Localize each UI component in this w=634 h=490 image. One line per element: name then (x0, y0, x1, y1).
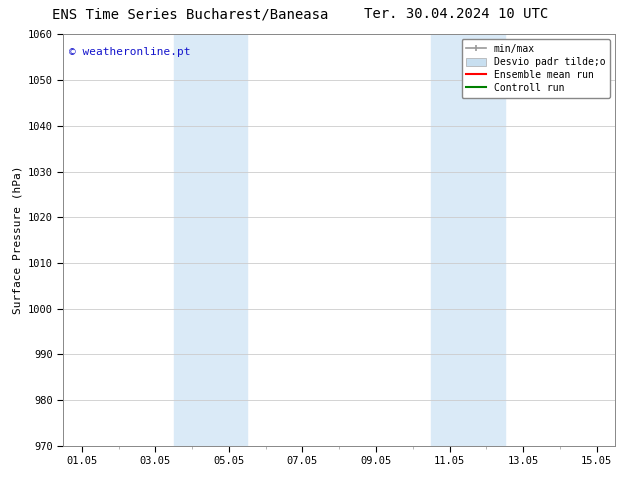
Text: ENS Time Series Bucharest/Baneasa: ENS Time Series Bucharest/Baneasa (52, 7, 328, 22)
Legend: min/max, Desvio padr tilde;o, Ensemble mean run, Controll run: min/max, Desvio padr tilde;o, Ensemble m… (462, 39, 610, 98)
Text: Ter. 30.04.2024 10 UTC: Ter. 30.04.2024 10 UTC (365, 7, 548, 22)
Text: © weatheronline.pt: © weatheronline.pt (69, 47, 190, 57)
Bar (431, 34, 505, 446)
Bar (174, 34, 247, 446)
Y-axis label: Surface Pressure (hPa): Surface Pressure (hPa) (13, 166, 22, 315)
